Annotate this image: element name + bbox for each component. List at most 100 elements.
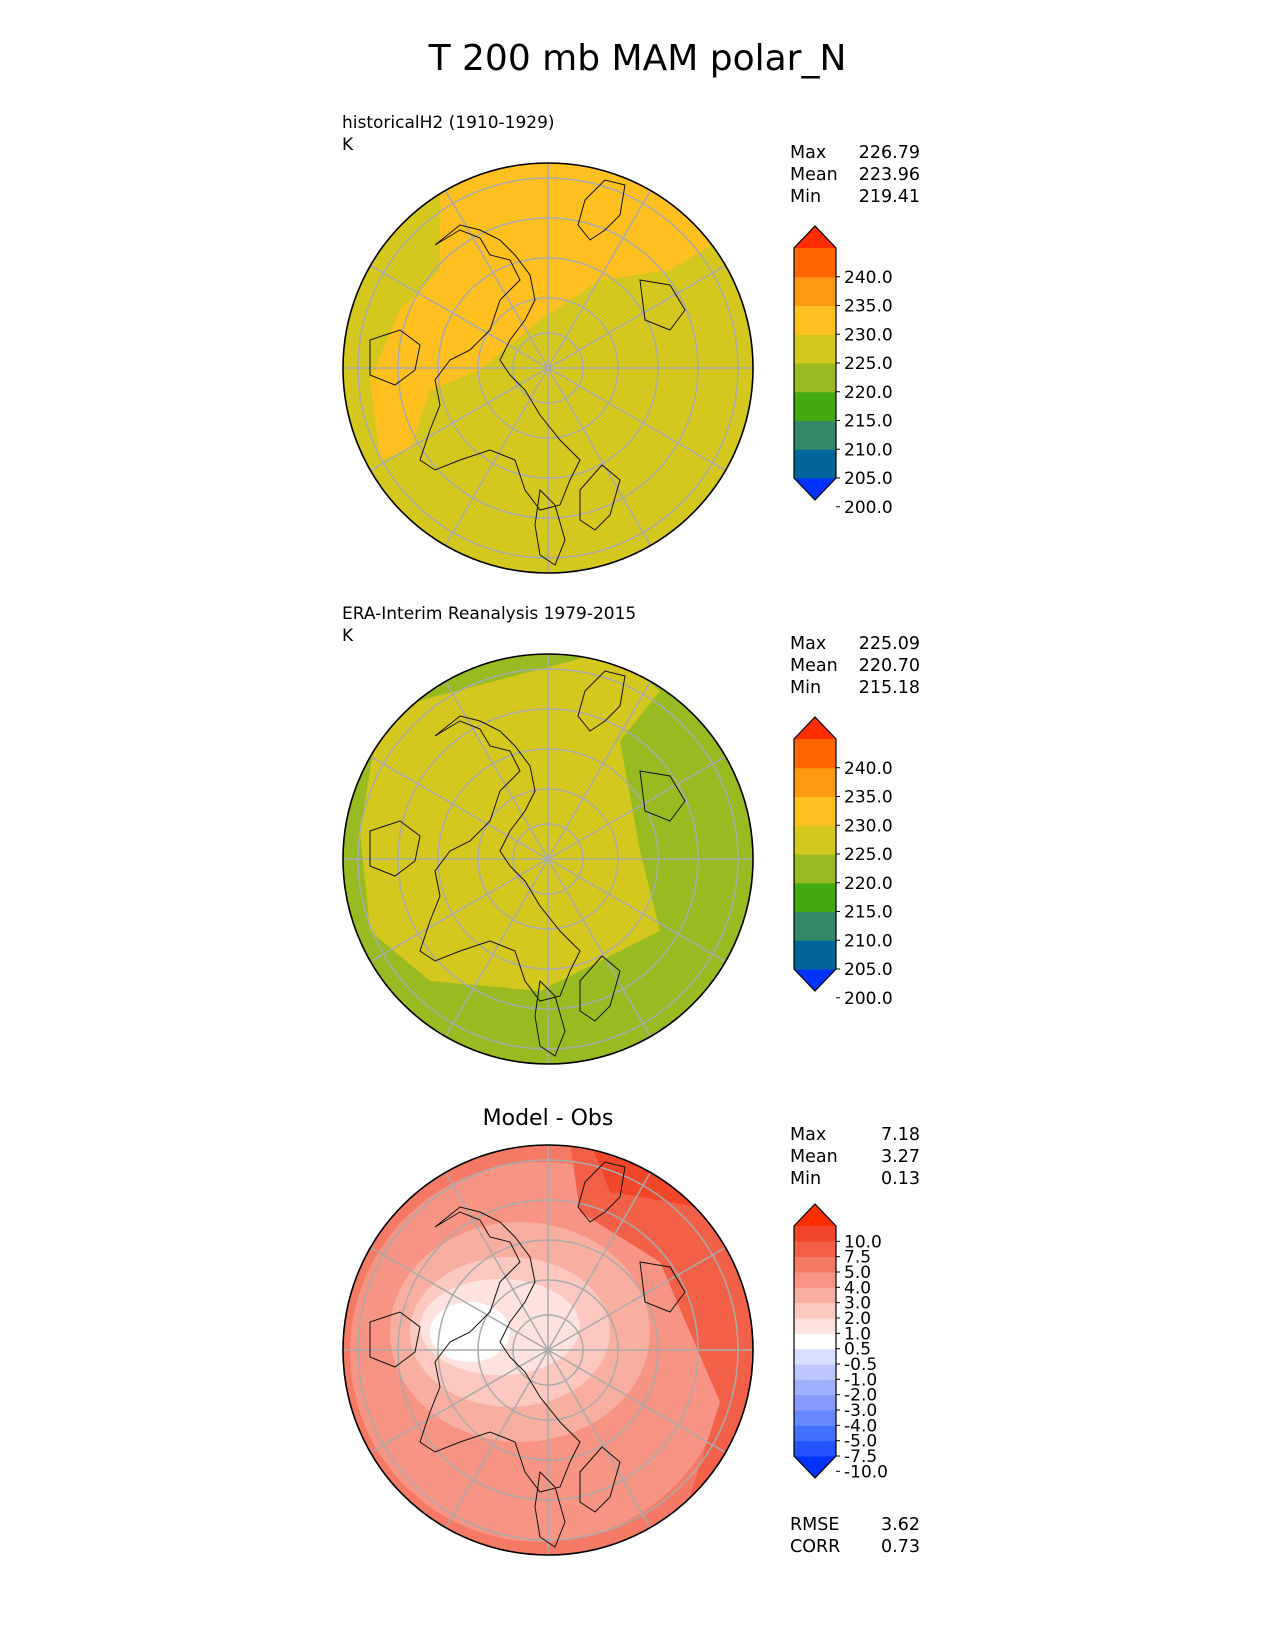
coastlines <box>369 670 686 1057</box>
panel-1-title: historicalH2 (1910-1929) K <box>342 112 555 156</box>
stat-value: 7.18 <box>881 1125 920 1145</box>
stat-value: 223.96 <box>858 165 920 185</box>
colorbar-segment <box>794 1379 836 1396</box>
colorbar-segment <box>794 767 836 797</box>
colorbar-tick-label: 2.0 <box>844 1309 871 1329</box>
meridian-line <box>547 367 726 472</box>
map-field <box>343 163 753 573</box>
stat-value: 220.70 <box>858 656 920 676</box>
meridian-line <box>547 264 726 369</box>
stat-value: 215.18 <box>858 678 920 698</box>
meridian-line <box>547 755 726 860</box>
colorbar-tick-label: 240.0 <box>844 759 893 779</box>
colorbar-tick-label: 205.0 <box>844 960 893 980</box>
stat-value: 3.62 <box>881 1515 920 1535</box>
coastline <box>419 715 581 1002</box>
colorbar-extend-bottom <box>794 478 836 500</box>
meridian-line <box>547 681 652 860</box>
stat-label: Min <box>790 1169 822 1189</box>
coastline <box>639 279 686 331</box>
colorbar-tick-label: 200.0 <box>844 989 893 1009</box>
colorbar-tick-label: 3.0 <box>844 1294 871 1314</box>
coastline <box>577 1161 626 1223</box>
coastline <box>577 670 626 732</box>
colorbar-tick-label: 230.0 <box>844 325 893 345</box>
coastline <box>639 770 686 822</box>
colorbar-tick-label: 10.0 <box>844 1232 882 1252</box>
stat-label: Max <box>790 634 827 654</box>
colorbar-segment <box>794 739 836 769</box>
colorbar-segment <box>794 1226 836 1242</box>
stat-label: CORR <box>790 1537 841 1557</box>
meridian-line <box>370 1349 549 1454</box>
colorbar-segment <box>794 1241 836 1258</box>
panel-2-title: ERA-Interim Reanalysis 1979-2015 K <box>342 603 636 647</box>
colorbar-segment <box>794 854 836 884</box>
colorbar-extend-top <box>794 1204 836 1226</box>
colorbar-tick-label: -5.0 <box>844 1432 877 1452</box>
coastline <box>577 179 626 241</box>
coastline <box>534 979 566 1057</box>
colorbar-tick-label: -3.0 <box>844 1401 877 1421</box>
meridian-line <box>547 1349 652 1528</box>
stat-label: Max <box>790 1125 827 1145</box>
colorbar-segment <box>794 276 836 306</box>
graticule <box>343 654 753 1064</box>
colorbar-tick-label: 220.0 <box>844 874 893 894</box>
colorbar-tick-label: 5.0 <box>844 1263 871 1283</box>
colorbar-segment <box>794 1364 836 1380</box>
meridian-line <box>444 858 549 1037</box>
coastline <box>534 1470 566 1548</box>
contour-band <box>570 1145 753 1555</box>
stat-label: RMSE <box>790 1515 840 1535</box>
colorbar-tick-label: 1.0 <box>844 1324 871 1344</box>
colorbar-tick-label: 220.0 <box>844 383 893 403</box>
colorbar-segment <box>794 825 836 855</box>
panel-2-stats: Max 225.09 Mean 220.70 Min 215.18 <box>790 633 920 699</box>
panel-2-title-line1: ERA-Interim Reanalysis 1979-2015 <box>342 604 637 624</box>
colorbar-segment <box>794 1302 836 1319</box>
stat-value: 0.13 <box>881 1169 920 1189</box>
panel-1-map <box>342 162 754 574</box>
meridian-line <box>547 190 652 369</box>
colorbar-segment <box>794 334 836 364</box>
warm-region <box>370 163 720 460</box>
colorbar-segment <box>794 1410 836 1426</box>
colorbar-segment <box>794 1318 836 1334</box>
panel-2-colorbar: 240.0 235.0 230.0 225.0 220.0 215.0 210.0 205.0… <box>793 716 893 1009</box>
colorbar-segment <box>794 940 836 970</box>
meridian-line <box>444 1172 549 1351</box>
colorbar-tick-label: 205.0 <box>844 469 893 489</box>
colorbar-tick-label: 200.0 <box>844 498 893 518</box>
colorbar-segment <box>794 1348 836 1365</box>
panel-1-title-line1: historicalH2 (1910-1929) <box>342 113 555 133</box>
coastline <box>639 1261 686 1313</box>
meridian-line <box>370 264 549 369</box>
stat-label: Max <box>790 143 827 163</box>
stat-value: 219.41 <box>858 187 920 207</box>
colorbar-segment <box>794 1272 836 1288</box>
colorbar-tick-label: -0.5 <box>844 1355 877 1375</box>
colorbar-tick-label: 230.0 <box>844 816 893 836</box>
meridian-line <box>547 1246 726 1351</box>
figure-title: T 200 mb MAM polar_N <box>428 38 847 79</box>
meridian-line <box>547 1172 652 1351</box>
meridian-line <box>547 858 726 963</box>
stat-value: 3.27 <box>881 1147 920 1167</box>
stat-label: Mean <box>790 1147 838 1167</box>
meridian-line <box>547 367 652 546</box>
graticule <box>343 1145 753 1555</box>
meridian-line <box>370 367 549 472</box>
colorbar-extend-bottom <box>794 1456 836 1478</box>
colorbar-segment <box>794 1425 836 1442</box>
colorbar-segment <box>794 1287 836 1304</box>
panel-3-title: Model - Obs <box>482 1106 614 1131</box>
colorbar-segment <box>794 1440 836 1457</box>
colorbar-tick-label: 225.0 <box>844 354 893 374</box>
map-boundary <box>342 1144 754 1556</box>
colorbar-segment <box>794 248 836 278</box>
colorbar-extend-bottom <box>794 969 836 991</box>
panel-3-colorbar: 10.07.55.04.03.02.01.00.5-0.5-1.0-2.0-3.… <box>793 1203 888 1482</box>
coastline <box>579 955 621 1022</box>
graticule <box>343 163 753 573</box>
